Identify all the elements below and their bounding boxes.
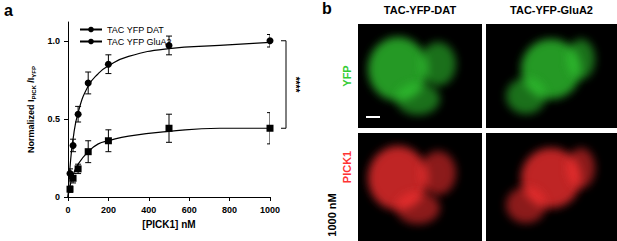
svg-text:YFP: YFP <box>31 66 37 78</box>
svg-text:200: 200 <box>101 205 116 215</box>
svg-text:****: **** <box>290 77 301 93</box>
svg-text:TAC YFP DAT: TAC YFP DAT <box>107 25 164 35</box>
svg-text:1000: 1000 <box>260 205 280 215</box>
svg-text:[PICK1] nM: [PICK1] nM <box>142 219 195 230</box>
svg-text:PICK: PICK <box>31 84 37 99</box>
svg-text:0: 0 <box>55 192 60 202</box>
svg-text:600: 600 <box>182 205 197 215</box>
svg-text:YFP: YFP <box>341 65 353 86</box>
svg-text:800: 800 <box>222 205 237 215</box>
svg-text:Normalized I: Normalized I <box>26 99 36 153</box>
svg-text:TAC-YFP-DAT: TAC-YFP-DAT <box>384 4 457 16</box>
svg-text:b: b <box>322 0 332 17</box>
svg-text:PICK1: PICK1 <box>341 151 353 183</box>
svg-text:0: 0 <box>65 205 70 215</box>
svg-text:TAC YFP GluA2: TAC YFP GluA2 <box>107 37 172 47</box>
svg-text:1.0: 1.0 <box>47 36 60 46</box>
svg-text:/I: /I <box>26 78 36 86</box>
svg-text:0.5: 0.5 <box>47 114 60 124</box>
svg-text:400: 400 <box>141 205 156 215</box>
svg-text:1000 nM: 1000 nM <box>326 193 338 236</box>
svg-text:TAC-YFP-GluA2: TAC-YFP-GluA2 <box>510 4 593 16</box>
svg-text:a: a <box>4 2 13 19</box>
